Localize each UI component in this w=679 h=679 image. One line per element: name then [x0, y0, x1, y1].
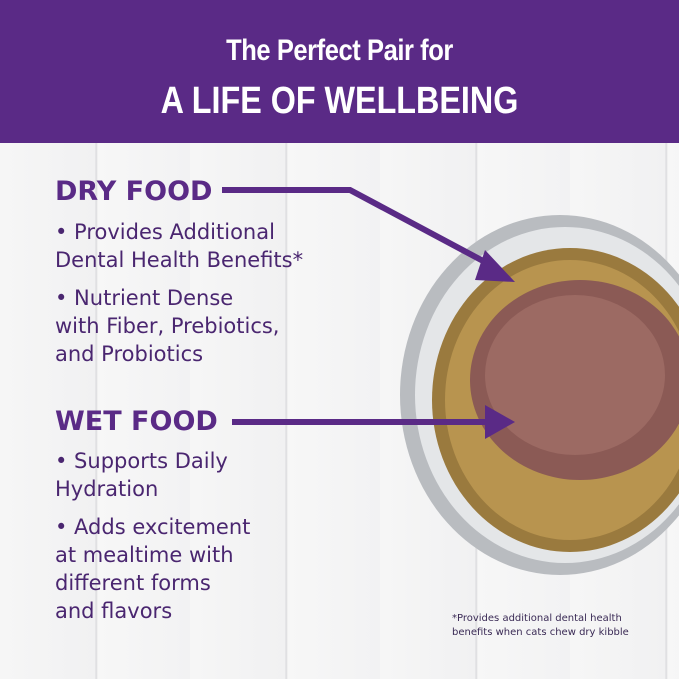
dry-arrowhead: [475, 250, 515, 282]
wet-bullet-1: • Supports Daily Hydration: [55, 449, 228, 501]
footnote: *Provides additional dental health benef…: [452, 613, 629, 638]
dry-bullet-2: • Nutrient Dense with Fiber, Prebiotics,…: [55, 286, 280, 366]
dry-food-heading: DRY FOOD: [55, 176, 213, 207]
wet-food-heading: WET FOOD: [55, 406, 218, 437]
dry-arrow: [222, 187, 502, 273]
dry-bullet-1: • Provides Additional Dental Health Bene…: [55, 220, 304, 272]
header-banner: The Perfect Pair for A LIFE OF WELLBEING: [0, 0, 679, 143]
wet-arrowhead: [485, 405, 515, 439]
header-line1: The Perfect Pair for: [226, 34, 453, 67]
header-line2: A LIFE OF WELLBEING: [160, 80, 519, 122]
wet-bullet-2: • Adds excitement at mealtime with diffe…: [55, 515, 251, 623]
